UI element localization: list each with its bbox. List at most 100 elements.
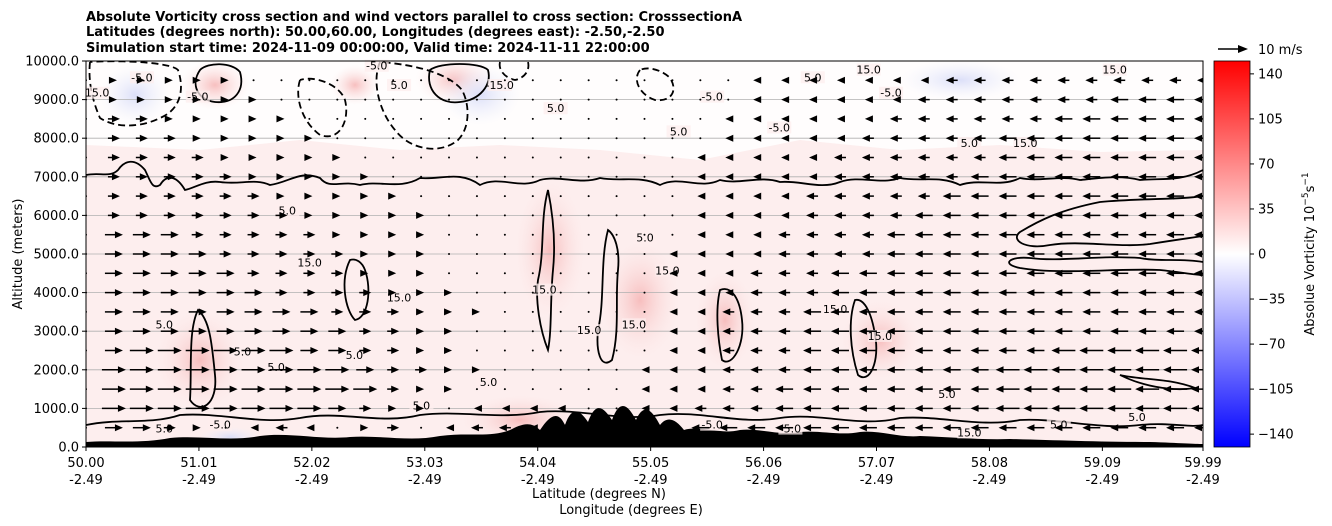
wind-vector xyxy=(1113,76,1126,84)
wind-vector xyxy=(998,192,1017,200)
wind-vector-head xyxy=(279,269,288,277)
wind-vector-head xyxy=(304,211,313,219)
wind-vector xyxy=(188,250,207,258)
wind-vector xyxy=(830,327,849,335)
wind-vector xyxy=(1138,192,1157,200)
wind-vector xyxy=(725,269,734,277)
wind-vector-head xyxy=(223,250,232,258)
wind-vector xyxy=(1110,134,1129,142)
wind-vector xyxy=(247,192,260,200)
wind-vector xyxy=(892,76,901,84)
wind-vector xyxy=(303,250,316,258)
wind-vector-head xyxy=(198,308,207,316)
wind-vector xyxy=(136,76,145,84)
wind-vector xyxy=(861,173,874,181)
wind-vector xyxy=(615,175,618,178)
wind-vector xyxy=(220,76,229,84)
wind-vector-head xyxy=(725,115,734,123)
wind-vector xyxy=(1138,154,1157,161)
wind-vector xyxy=(416,404,425,412)
wind-vector xyxy=(914,327,933,335)
wind-vector xyxy=(444,366,453,374)
wind-vector-head xyxy=(170,250,179,258)
wind-vector xyxy=(1166,115,1185,123)
wind-vector xyxy=(1166,269,1185,277)
x-tick-label-lon: -2.49 xyxy=(1186,473,1220,488)
wind-vector xyxy=(248,154,257,161)
wind-vector xyxy=(241,366,266,374)
wind-vector-head xyxy=(1166,96,1175,104)
wind-vector xyxy=(725,154,734,161)
wind-vector xyxy=(753,192,762,200)
wind-vector xyxy=(1082,154,1101,161)
wind-vector xyxy=(475,98,478,101)
wind-vector xyxy=(725,192,734,200)
wind-vector xyxy=(781,134,790,142)
wind-vector-head xyxy=(750,347,759,354)
wind-vector xyxy=(942,385,961,393)
wind-vector-head xyxy=(970,424,979,432)
wind-vector xyxy=(475,349,478,352)
wind-vector xyxy=(360,192,369,200)
wind-vector xyxy=(107,192,120,200)
wind-vector xyxy=(643,175,646,178)
wind-vector-head xyxy=(864,115,873,123)
wind-vector-head xyxy=(198,269,207,277)
wind-vector-head xyxy=(1197,77,1203,83)
wind-vector-head xyxy=(114,308,123,316)
wind-vector-head xyxy=(781,211,790,219)
wind-vector-head xyxy=(338,327,347,335)
wind-vector-head xyxy=(1163,404,1172,412)
wind-vector xyxy=(1166,289,1185,297)
wind-vector-head xyxy=(111,173,120,181)
wind-vector-head xyxy=(366,366,375,374)
wind-vector xyxy=(914,366,933,374)
wind-vector xyxy=(1138,327,1157,335)
contour-label-bg xyxy=(934,387,959,400)
wind-vector xyxy=(135,154,148,161)
wind-vector-head xyxy=(173,366,182,374)
wind-vector-head xyxy=(1051,347,1060,354)
wind-vector xyxy=(104,250,123,258)
wind-vector xyxy=(1054,173,1073,181)
wind-vector xyxy=(297,366,322,374)
wind-vector-head xyxy=(1138,231,1147,239)
wind-vector xyxy=(781,76,790,84)
wind-vector xyxy=(914,211,933,219)
wind-vector xyxy=(886,385,905,393)
wind-vector xyxy=(359,347,372,354)
wind-vector xyxy=(444,327,453,335)
wind-vector-head xyxy=(229,366,238,374)
contour-label-bg xyxy=(879,86,904,99)
wind-vector-head xyxy=(416,327,425,335)
wind-vector xyxy=(1054,211,1073,219)
wind-vector xyxy=(275,211,288,219)
contour-label: -5.0 xyxy=(701,419,722,432)
wind-vector xyxy=(529,424,538,432)
wind-vector-head xyxy=(809,173,818,181)
wind-vector xyxy=(917,115,930,123)
wind-vector xyxy=(886,424,905,432)
wind-vector-head xyxy=(830,289,839,297)
wind-vector xyxy=(830,347,849,354)
wind-vector xyxy=(164,76,173,84)
wind-vector xyxy=(132,250,151,258)
wind-vector xyxy=(917,192,930,200)
wind-vector-head xyxy=(416,269,425,277)
wind-vector xyxy=(806,269,819,277)
wind-vector-head xyxy=(641,404,650,412)
wind-vector xyxy=(615,195,618,198)
wind-vector xyxy=(1110,115,1129,123)
wind-vector xyxy=(587,156,590,159)
wind-vector-head xyxy=(1029,76,1038,84)
wind-vector-head xyxy=(223,231,232,239)
wind-vector-head xyxy=(1029,96,1038,104)
wind-vector-head xyxy=(529,404,538,412)
wind-vector xyxy=(392,117,395,120)
x-tick-label-lon: -2.49 xyxy=(295,473,329,488)
wind-vector xyxy=(420,137,423,140)
y-tick-label: 4000.0 xyxy=(34,286,80,301)
wind-vector xyxy=(191,231,204,239)
wind-vector xyxy=(448,156,451,159)
wind-vector xyxy=(531,349,534,352)
